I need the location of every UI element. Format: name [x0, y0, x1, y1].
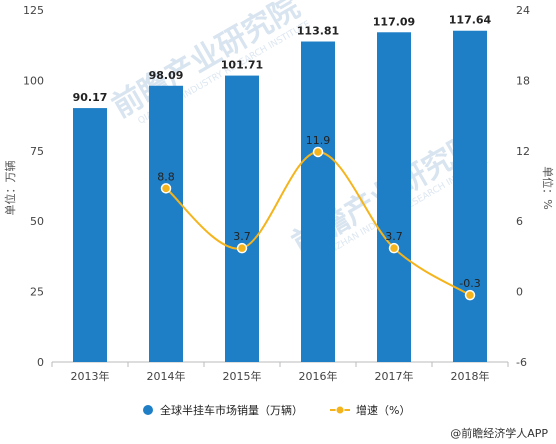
line-value-label: 3.7 — [385, 230, 403, 243]
x-tick-label: 2016年 — [299, 369, 338, 383]
y-tick-label-left: 50 — [30, 215, 44, 228]
line-point — [464, 289, 476, 301]
watermark-text: 前瞻产业研究院 — [107, 0, 306, 125]
axes: 2013年 2014年 2015年 2016年 2017年 2018年 0 25 50 75 100… — [23, 4, 530, 383]
line-point — [160, 183, 172, 194]
y-tick-label-right: -6 — [516, 356, 527, 369]
bar — [73, 108, 107, 362]
data-labels: 90.17 98.09 101.71 113.81 117.09 117.64 8.8 3.7… — [73, 14, 492, 290]
y-tick-label-right: 0 — [516, 286, 523, 299]
y-tick-label-left: 0 — [37, 356, 44, 369]
bar — [225, 75, 259, 362]
line-point — [388, 242, 400, 254]
line-value-label: -0.3 — [459, 277, 480, 290]
bar-value-label: 90.17 — [73, 91, 108, 104]
legend-marker-bar — [143, 405, 153, 415]
bar-value-label: 117.09 — [373, 15, 415, 28]
line-value-label: 3.7 — [233, 230, 251, 243]
bar-value-label: 117.64 — [449, 14, 492, 27]
y-tick-label-left: 125 — [23, 4, 44, 17]
line-value-label: 11.9 — [306, 134, 331, 147]
y-tick-label-right: 12 — [516, 145, 530, 158]
x-tick-label: 2018年 — [451, 369, 490, 383]
y-tick-label-left: 25 — [30, 286, 44, 299]
bar-value-label: 113.81 — [297, 25, 339, 38]
bar — [377, 32, 411, 362]
y-tick-label-left: 75 — [30, 145, 44, 158]
y-tick-label-right: 24 — [516, 4, 530, 17]
line-point — [236, 242, 248, 254]
bar-value-label: 98.09 — [149, 69, 184, 82]
y-axis-label-right: 单位：% — [541, 166, 555, 209]
x-tick-label: 2014年 — [147, 369, 186, 383]
bar-value-label: 101.71 — [221, 59, 263, 72]
legend-marker-point — [335, 405, 345, 415]
line-value-label: 8.8 — [157, 170, 175, 183]
line-point — [312, 146, 324, 158]
x-tick-label: 2017年 — [375, 369, 414, 383]
credit-text: @前瞻经济学人APP — [450, 426, 548, 440]
y-tick-label-left: 100 — [23, 74, 44, 87]
x-tick-label: 2015年 — [223, 369, 262, 383]
growth-line — [160, 146, 476, 301]
y-tick-label-right: 6 — [516, 215, 523, 228]
bar — [301, 41, 335, 362]
bar — [149, 85, 183, 362]
legend: 全球半挂车市场销量（万辆） 增速（%） — [143, 403, 410, 417]
x-tick-label: 2013年 — [71, 369, 110, 383]
legend-label-bar: 全球半挂车市场销量（万辆） — [160, 403, 303, 417]
y-tick-label-right: 18 — [516, 74, 530, 87]
legend-label-line: 增速（%） — [356, 403, 410, 417]
y-axis-label-left: 单位：万辆 — [3, 161, 17, 216]
bar — [453, 30, 487, 362]
bars — [73, 30, 487, 362]
